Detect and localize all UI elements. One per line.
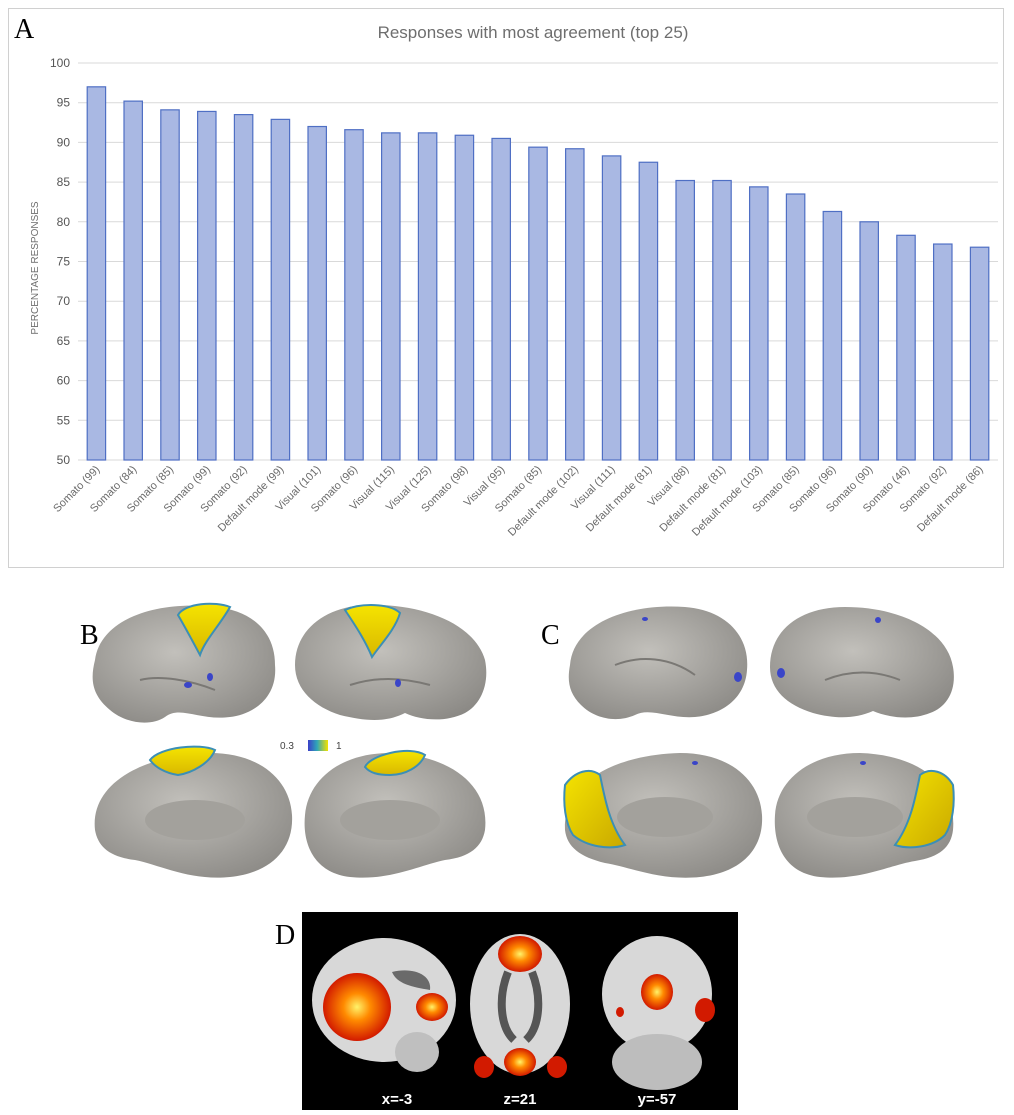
y-tick-label: 90 xyxy=(57,135,71,149)
panel-label-c: C xyxy=(541,620,560,651)
bar xyxy=(638,161,659,461)
bar xyxy=(859,221,879,461)
y-tick-label: 70 xyxy=(57,294,71,308)
bar xyxy=(712,179,732,461)
bar xyxy=(160,109,180,461)
x-tick-label: Default mode (81) xyxy=(657,464,728,535)
y-tick-label: 95 xyxy=(57,96,71,110)
bar xyxy=(822,210,843,461)
x-tick-label: Default mode (99) xyxy=(216,464,287,535)
bar xyxy=(86,86,107,461)
axial-slice: z=21 xyxy=(470,934,570,1108)
brain-surfaces-c xyxy=(563,606,955,878)
bar xyxy=(896,234,916,461)
bar xyxy=(528,146,548,461)
x-tick-label: Default mode (86) xyxy=(915,464,986,535)
slice-label-y: y=-57 xyxy=(638,1091,677,1108)
colorbar-min-label: 0.3 xyxy=(280,741,294,752)
bar xyxy=(381,132,401,461)
bar xyxy=(270,118,291,461)
bars xyxy=(86,86,990,461)
y-axis-label: PERCENTAGE RESPONSES xyxy=(30,201,41,335)
bar xyxy=(307,125,327,461)
panel-label-a: A xyxy=(14,14,35,45)
y-tick-label: 85 xyxy=(57,175,71,189)
brain-surfaces-b: 0.3 1 xyxy=(92,602,487,878)
colorbar xyxy=(308,740,328,751)
slice-label-z: z=21 xyxy=(504,1091,537,1108)
brain-medial-right xyxy=(774,753,955,878)
sagittal-slice: x=-3 xyxy=(312,938,456,1108)
bar xyxy=(491,137,511,461)
y-tick-label: 50 xyxy=(57,453,71,467)
y-tick-label: 55 xyxy=(57,413,71,427)
y-tick-labels: 50 55 60 65 70 75 80 85 90 95 100 xyxy=(50,56,70,467)
bar xyxy=(123,100,143,461)
bar xyxy=(233,114,254,461)
bar xyxy=(344,129,364,461)
fmri-slices: x=-3 z=21 y=-57 xyxy=(302,912,738,1110)
y-tick-label: 75 xyxy=(57,255,71,269)
x-tick-labels: Somato (99)Somato (84)Somato (85)Somato … xyxy=(51,464,985,539)
slice-label-x: x=-3 xyxy=(382,1091,412,1108)
brain-lateral-right xyxy=(295,604,487,720)
bar xyxy=(417,132,438,461)
x-tick-label: Default mode (103) xyxy=(690,464,765,539)
bar xyxy=(748,186,769,461)
bar xyxy=(675,179,695,461)
y-tick-label: 60 xyxy=(57,374,71,388)
y-tick-label: 100 xyxy=(50,56,70,70)
coronal-slice: y=-57 xyxy=(602,936,715,1108)
bar xyxy=(601,155,622,461)
bar xyxy=(969,246,990,461)
brain-lateral-left xyxy=(92,602,276,723)
y-tick-label: 80 xyxy=(57,215,71,229)
panel-label-b: B xyxy=(80,620,99,651)
bar-chart: 50 55 60 65 70 75 80 85 90 95 100 Somato (99)Somat… xyxy=(30,23,998,539)
bar xyxy=(932,243,953,461)
y-tick-label: 65 xyxy=(57,334,71,348)
bar xyxy=(785,193,806,461)
brain-medial-right xyxy=(304,750,486,878)
bar xyxy=(197,110,217,461)
brain-lateral-left xyxy=(568,606,748,720)
brain-lateral-right xyxy=(770,607,954,718)
brain-medial-left xyxy=(563,753,763,878)
x-tick-label: Default mode (81) xyxy=(584,464,655,535)
x-tick-label: Default mode (102) xyxy=(506,464,581,539)
grid-layer xyxy=(78,62,998,461)
panel-label-d: D xyxy=(275,920,296,951)
bar xyxy=(454,134,475,461)
colorbar-max-label: 1 xyxy=(336,741,342,752)
chart-title: Responses with most agreement (top 25) xyxy=(378,23,689,42)
bar xyxy=(564,148,585,461)
brain-medial-left xyxy=(94,745,293,878)
